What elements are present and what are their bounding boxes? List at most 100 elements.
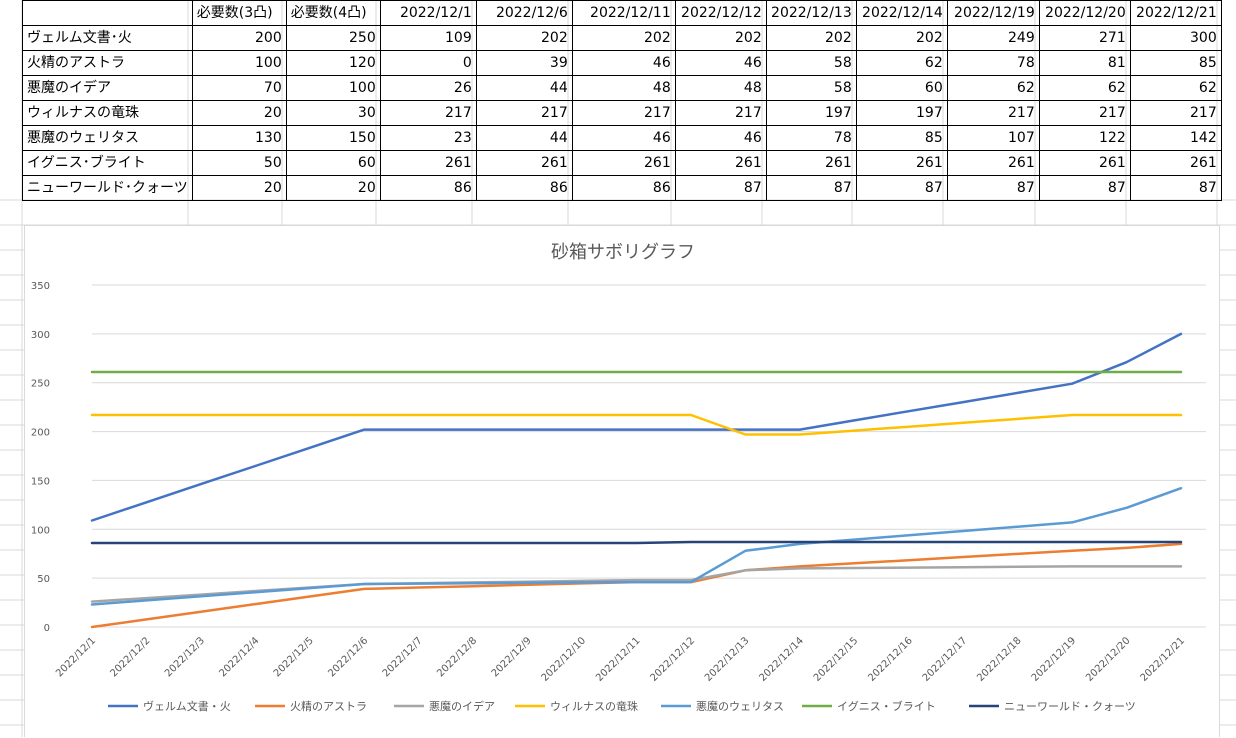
value-cell[interactable]: 142 [1129, 125, 1222, 151]
value-cell[interactable]: 87 [765, 175, 857, 201]
value-cell[interactable]: 86 [571, 175, 676, 201]
value-cell[interactable]: 62 [946, 75, 1040, 101]
value-cell[interactable]: 87 [855, 175, 948, 201]
value-cell[interactable]: 87 [674, 175, 767, 201]
value-cell[interactable]: 48 [571, 75, 676, 101]
value-cell[interactable]: 197 [765, 100, 857, 126]
value-cell[interactable]: 100 [191, 50, 287, 76]
value-cell[interactable]: 200 [191, 25, 287, 51]
item-name-cell[interactable]: ニューワールド･クォーツ [22, 175, 193, 201]
value-cell[interactable]: 30 [285, 100, 381, 126]
value-cell[interactable]: 109 [379, 25, 477, 51]
value-cell[interactable]: 217 [475, 100, 573, 126]
header-cell[interactable]: 2022/12/19 [946, 0, 1040, 26]
value-cell[interactable]: 107 [946, 125, 1040, 151]
value-cell[interactable]: 86 [379, 175, 477, 201]
header-cell[interactable]: 2022/12/1 [379, 0, 477, 26]
value-cell[interactable]: 202 [855, 25, 948, 51]
value-cell[interactable]: 60 [855, 75, 948, 101]
value-cell[interactable]: 202 [674, 25, 767, 51]
value-cell[interactable]: 261 [1038, 150, 1131, 176]
value-cell[interactable]: 217 [946, 100, 1040, 126]
header-cell[interactable]: 2022/12/14 [855, 0, 948, 26]
value-cell[interactable]: 58 [765, 75, 857, 101]
value-cell[interactable]: 87 [946, 175, 1040, 201]
value-cell[interactable]: 271 [1038, 25, 1131, 51]
value-cell[interactable]: 261 [379, 150, 477, 176]
value-cell[interactable]: 87 [1129, 175, 1222, 201]
value-cell[interactable]: 217 [571, 100, 676, 126]
value-cell[interactable]: 70 [191, 75, 287, 101]
item-name-cell[interactable]: 悪魔のイデア [22, 75, 193, 101]
value-cell[interactable]: 48 [674, 75, 767, 101]
header-cell[interactable]: 2022/12/6 [475, 0, 573, 26]
value-cell[interactable]: 26 [379, 75, 477, 101]
value-cell[interactable]: 62 [1038, 75, 1131, 101]
value-cell[interactable]: 202 [475, 25, 573, 51]
value-cell[interactable]: 130 [191, 125, 287, 151]
header-cell[interactable]: 必要数(3凸) [191, 0, 287, 26]
value-cell[interactable]: 46 [571, 125, 676, 151]
value-cell[interactable]: 217 [1038, 100, 1131, 126]
value-cell[interactable]: 217 [379, 100, 477, 126]
value-cell[interactable]: 46 [571, 50, 676, 76]
header-cell[interactable]: 2022/12/13 [765, 0, 857, 26]
value-cell[interactable]: 20 [191, 175, 287, 201]
value-cell[interactable]: 150 [285, 125, 381, 151]
value-cell[interactable]: 78 [765, 125, 857, 151]
value-cell[interactable]: 44 [475, 75, 573, 101]
x-tick-label: 2022/12/1 [54, 635, 98, 679]
value-cell[interactable]: 60 [285, 150, 381, 176]
value-cell[interactable]: 46 [674, 50, 767, 76]
value-cell[interactable]: 85 [1129, 50, 1222, 76]
value-cell[interactable]: 261 [855, 150, 948, 176]
header-cell[interactable]: 2022/12/11 [571, 0, 676, 26]
x-tick-label: 2022/12/14 [757, 635, 806, 684]
value-cell[interactable]: 197 [855, 100, 948, 126]
item-name-cell[interactable]: 火精のアストラ [22, 50, 193, 76]
value-cell[interactable]: 261 [946, 150, 1040, 176]
value-cell[interactable]: 261 [1129, 150, 1222, 176]
value-cell[interactable]: 122 [1038, 125, 1131, 151]
value-cell[interactable]: 20 [191, 100, 287, 126]
value-cell[interactable]: 217 [674, 100, 767, 126]
value-cell[interactable]: 202 [765, 25, 857, 51]
header-cell[interactable]: 2022/12/21 [1129, 0, 1222, 26]
value-cell[interactable]: 44 [475, 125, 573, 151]
value-cell[interactable]: 249 [946, 25, 1040, 51]
value-cell[interactable]: 261 [571, 150, 676, 176]
value-cell[interactable]: 100 [285, 75, 381, 101]
value-cell[interactable]: 0 [379, 50, 477, 76]
value-cell[interactable]: 23 [379, 125, 477, 151]
value-cell[interactable]: 86 [475, 175, 573, 201]
value-cell[interactable]: 20 [285, 175, 381, 201]
value-cell[interactable]: 217 [1129, 100, 1222, 126]
value-cell[interactable]: 250 [285, 25, 381, 51]
value-cell[interactable]: 85 [855, 125, 948, 151]
value-cell[interactable]: 120 [285, 50, 381, 76]
item-name-cell[interactable]: ウィルナスの竜珠 [22, 100, 193, 126]
value-cell[interactable]: 62 [1129, 75, 1222, 101]
header-cell[interactable]: 2022/12/20 [1038, 0, 1131, 26]
header-cell[interactable]: 必要数(4凸) [285, 0, 381, 26]
value-cell[interactable]: 78 [946, 50, 1040, 76]
value-cell[interactable]: 46 [674, 125, 767, 151]
legend-label: ニューワールド・クォーツ [1004, 700, 1136, 713]
item-name-cell[interactable]: ヴェルム文書･火 [22, 25, 193, 51]
value-cell[interactable]: 261 [765, 150, 857, 176]
value-cell[interactable]: 39 [475, 50, 573, 76]
item-name-cell[interactable]: イグニス･ブライト [22, 150, 193, 176]
header-cell[interactable]: 2022/12/12 [674, 0, 767, 26]
header-cell[interactable] [22, 0, 193, 26]
value-cell[interactable]: 50 [191, 150, 287, 176]
value-cell[interactable]: 81 [1038, 50, 1131, 76]
value-cell[interactable]: 87 [1038, 175, 1131, 201]
chart-area[interactable]: 砂箱サボリグラフ 0 50 100 150 200 250 300 350 2022/12/1 20… [24, 225, 1220, 737]
value-cell[interactable]: 58 [765, 50, 857, 76]
value-cell[interactable]: 300 [1129, 25, 1222, 51]
item-name-cell[interactable]: 悪魔のウェリタス [22, 125, 193, 151]
value-cell[interactable]: 261 [674, 150, 767, 176]
value-cell[interactable]: 261 [475, 150, 573, 176]
value-cell[interactable]: 202 [571, 25, 676, 51]
value-cell[interactable]: 62 [855, 50, 948, 76]
